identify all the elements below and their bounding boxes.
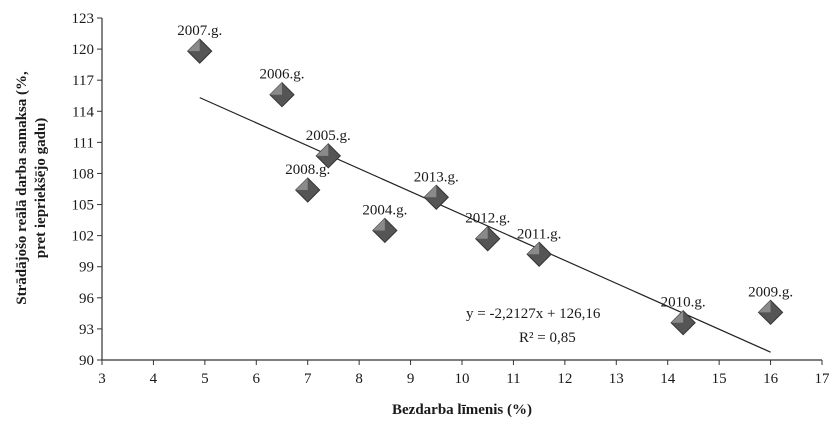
x-tick-label: 9 [407,371,415,387]
y-tick-label: 117 [72,73,94,89]
point-labels: 2007.g. 2006.g. 2005.g. 2008.g. 2004.g. 2013.… [177,23,793,311]
data-label: 2005.g. [306,128,351,144]
x-tick-label: 5 [201,371,209,387]
trendline [199,97,771,353]
x-tick-label: 13 [609,371,624,387]
y-tick-label: 96 [79,291,95,307]
y-axis-title-line1: Strādājošo reālā darba samaksa (%, [14,71,30,305]
y-tick-label: 102 [72,229,95,245]
y-tick-label: 99 [79,260,94,276]
x-tick-label: 10 [455,371,470,387]
trendline-r2: R² = 0,85 [519,330,576,346]
x-tick-label: 15 [712,371,727,387]
y-tick-label: 90 [79,353,94,369]
y-axis-title: Strādājošo reālā darba samaksa (%, pret … [14,71,49,305]
trendline-line [199,97,771,353]
x-tick-label: 3 [98,371,106,387]
y-tick-label: 108 [72,166,95,182]
x-tick-label: 6 [253,371,261,387]
x-axis-title: Bezdarba līmenis (%) [392,402,532,418]
x-tick-label: 8 [355,371,363,387]
y-axis-title-line2: pret iepriekšējo gadu) [33,118,49,259]
y-tick-label: 111 [73,135,94,151]
data-label: 2010.g. [661,295,706,311]
data-point-highlight [372,218,385,231]
data-point-highlight [475,226,488,239]
data-point-highlight [270,82,282,95]
x-tick-label: 12 [557,371,572,387]
trendline-equation: y = -2,2127x + 126,16 [466,306,601,322]
x-tick-label: 7 [304,371,312,387]
data-points [187,38,784,336]
data-label: 2011.g. [517,226,561,242]
y-tick-label: 123 [72,11,95,27]
data-point-highlight [758,300,771,313]
data-point [315,143,341,169]
data-label: 2013.g. [414,169,459,185]
x-tick-label: 4 [150,371,158,387]
y-tick-label: 105 [72,198,95,214]
data-point-highlight [424,185,437,198]
x-tick-label: 14 [660,371,676,387]
x-tick-label: 11 [506,371,520,387]
data-point-highlight [671,310,684,323]
data-label: 2004.g. [362,202,407,218]
data-point-highlight [187,39,200,52]
data-point-highlight [527,242,540,255]
x-tick-label: 16 [763,371,779,387]
y-tick-label: 120 [72,42,95,58]
y-tick-label: 93 [79,322,94,338]
data-point-highlight [316,143,329,156]
data-label: 2007.g. [177,23,222,39]
data-label: 2008.g. [285,162,330,178]
data-label: 2006.g. [260,67,305,83]
data-point-highlight [295,178,308,191]
axes [97,17,823,365]
x-tick-label: 17 [815,371,829,387]
data-label: 2012.g. [465,211,510,227]
tick-labels: 90 93 96 99 102 105 108 111 114 117 120 123 3 4 5 6 7 8 9 1… [72,11,829,387]
y-tick-label: 114 [72,104,94,120]
data-label: 2009.g. [748,284,793,300]
